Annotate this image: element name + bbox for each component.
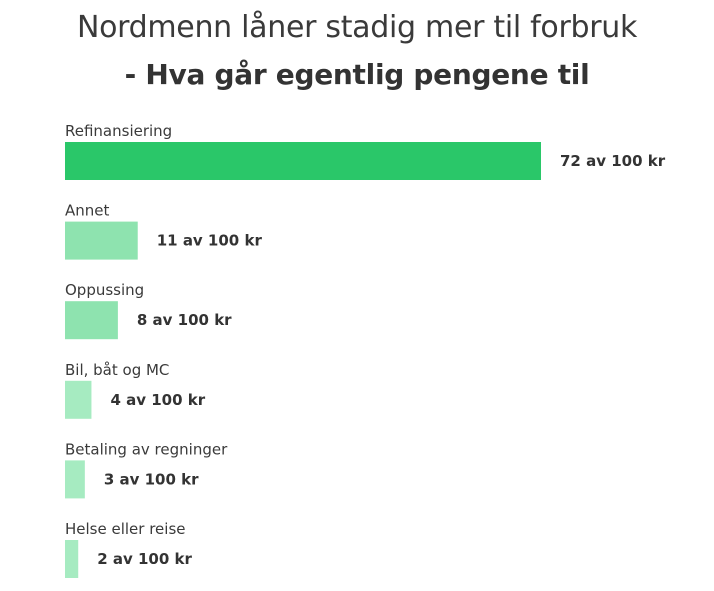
value-label: 4 av 100 kr <box>110 391 205 409</box>
chart-title: Nordmenn låner stadig mer til forbruk <box>76 10 638 45</box>
bar <box>65 301 118 340</box>
category-label: Oppussing <box>65 281 144 299</box>
value-label: 3 av 100 kr <box>104 470 199 488</box>
chart-subtitle: - Hva går egentlig pengene til <box>124 58 590 91</box>
category-label: Bil, båt og MC <box>65 361 169 379</box>
category-label: Betaling av regninger <box>65 440 228 458</box>
bar <box>65 221 138 260</box>
category-label: Refinansiering <box>65 122 172 140</box>
value-label: 2 av 100 kr <box>97 550 192 568</box>
bar <box>65 460 85 499</box>
category-label: Helse eller reise <box>65 520 186 538</box>
category-label: Annet <box>65 202 110 220</box>
bar <box>65 142 541 180</box>
value-label: 11 av 100 kr <box>157 232 263 250</box>
value-label: 8 av 100 kr <box>137 311 232 329</box>
value-label: 72 av 100 kr <box>560 152 666 170</box>
bar <box>65 540 79 578</box>
bar <box>65 380 92 419</box>
